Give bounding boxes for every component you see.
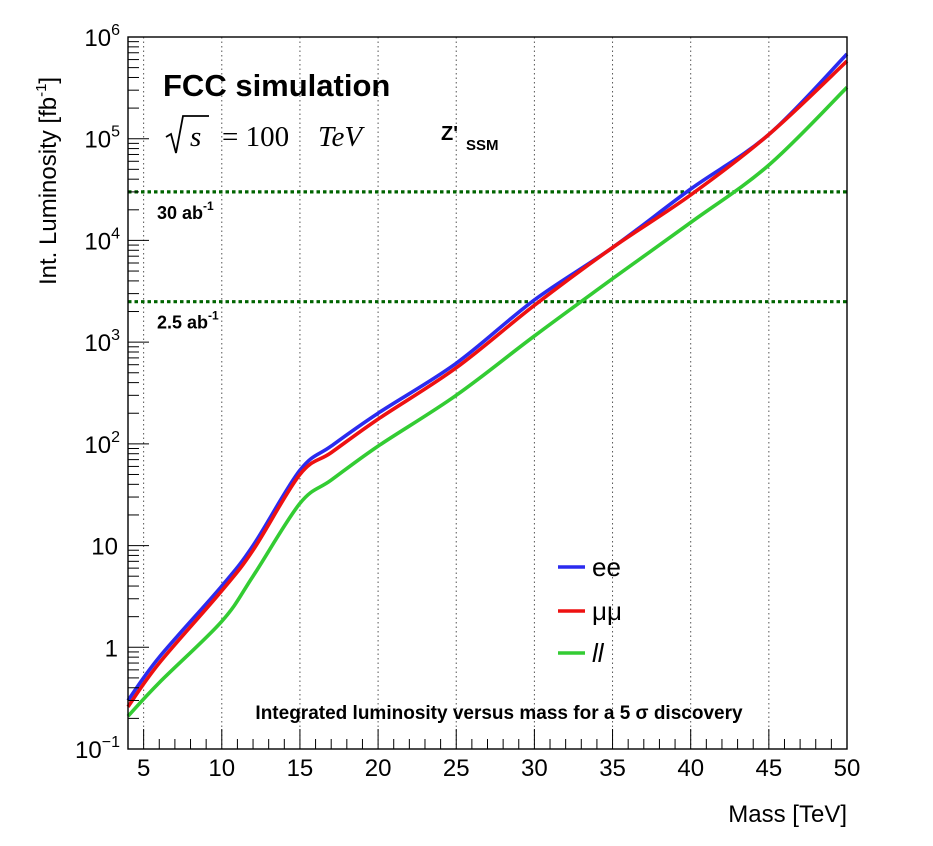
y-tick-label: 103 [84, 327, 120, 357]
legend-label: ll [592, 638, 605, 668]
legend-label: μμ [592, 596, 622, 626]
x-tick-label: 50 [834, 755, 861, 782]
chart-title: FCC simulation [163, 68, 390, 103]
x-tick-label: 25 [443, 755, 470, 782]
x-tick-label: 5 [137, 755, 150, 782]
x-tick-label: 15 [287, 755, 314, 782]
vertical-grid [143, 37, 770, 749]
model-label: Z' SSM [441, 123, 499, 154]
y-axis-label: Int. Luminosity [fb-1] [33, 77, 62, 285]
y-axis-label-main: Int. Luminosity [fb [35, 97, 62, 285]
series-line-2 [126, 86, 849, 718]
annotation: Integrated luminosity versus mass for a … [255, 703, 743, 724]
legend: ee μμ ll [558, 552, 622, 668]
series-lines [126, 52, 849, 718]
x-tick-label: 20 [365, 755, 392, 782]
y-tick-label: 106 [84, 22, 120, 52]
series-line-1 [126, 59, 849, 708]
sqrt-sign [165, 115, 209, 154]
x-axis-label: Mass [TeV] [728, 801, 847, 828]
y-tick-label: 105 [84, 124, 120, 154]
legend-label: ee [592, 552, 621, 582]
energy-label-unit: TeV [318, 121, 365, 153]
reference-line-label: 2.5 ab-1 [157, 309, 219, 333]
model-label-main: Z' [441, 123, 458, 145]
y-tick-label: 10 [91, 534, 118, 561]
y-tick-label: 10−1 [75, 734, 120, 764]
axis-ticks: 5 10 15 20 25 30 35 40 45 50 10−1 1 10 102 103 104 105 10… [75, 22, 860, 782]
energy-label-value: = 100 [222, 121, 289, 153]
x-tick-label: 30 [521, 755, 548, 782]
y-tick-label: 1 [105, 635, 118, 662]
x-tick-label: 10 [208, 755, 235, 782]
y-tick-label: 102 [84, 429, 120, 459]
series-line-0 [126, 52, 849, 702]
reference-lines: 30 ab-1 2.5 ab-1 [128, 190, 847, 333]
svg-text:Int. Luminosity [fb-1]: Int. Luminosity [fb-1] [33, 77, 62, 285]
energy-label-s: s [190, 121, 201, 153]
energy-label: s = 100 TeV [165, 115, 365, 154]
y-tick-label: 104 [84, 225, 120, 255]
y-axis-label-sup: -1 [33, 84, 50, 97]
x-tick-label: 35 [599, 755, 626, 782]
x-tick-label: 45 [755, 755, 782, 782]
reference-line-label: 30 ab-1 [157, 199, 214, 223]
x-tick-label: 40 [677, 755, 704, 782]
y-axis-label-close: ] [35, 77, 62, 84]
model-label-sub: SSM [466, 137, 499, 154]
